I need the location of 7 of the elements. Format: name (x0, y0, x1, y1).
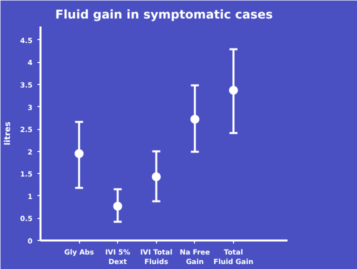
point (74, 149, 84, 158)
point (152, 172, 161, 182)
point (113, 202, 122, 211)
point (228, 86, 238, 95)
point (190, 114, 200, 124)
chart-title: Fluid gain in symptomatic cases (55, 8, 273, 22)
y-axis-title: litres (3, 122, 12, 146)
